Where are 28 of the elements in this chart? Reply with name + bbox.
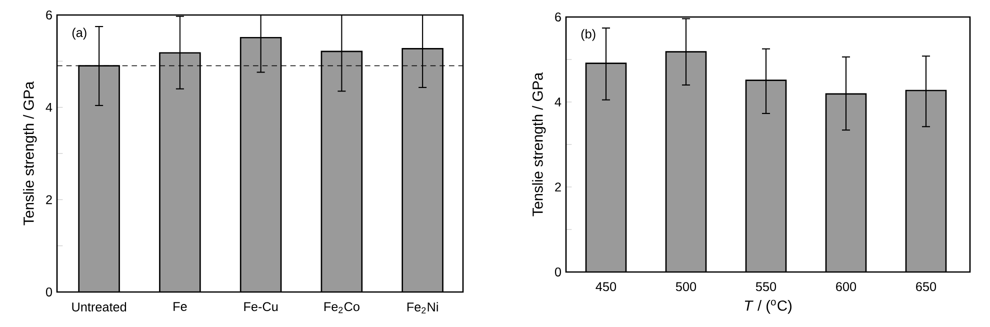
x-tick-label: Fe <box>174 302 187 312</box>
y-axis-title: Tenslie strength / GPa <box>532 72 546 216</box>
y-tick-label: 2 <box>46 195 52 204</box>
x-tick-label: Untreated <box>72 302 126 312</box>
x-tick-label: Fe$_{2}$Ni <box>407 302 438 314</box>
annotation: (b) <box>581 29 596 41</box>
x-axis-title: T / ($^{o}$C) <box>744 300 792 314</box>
x-tick-label: 600 <box>836 282 856 292</box>
bar <box>905 90 947 272</box>
x-tick-label: 550 <box>756 282 776 292</box>
y-tick-label: 0 <box>46 288 52 296</box>
annotation: (a) <box>72 28 86 40</box>
y-tick-label: 4 <box>46 102 52 112</box>
y-tick-label: 6 <box>555 12 561 22</box>
bar <box>665 51 707 272</box>
x-tick-label: 650 <box>916 282 936 292</box>
y-tick-label: 6 <box>46 10 52 20</box>
bar <box>585 62 627 272</box>
x-tick-label: 450 <box>596 282 616 292</box>
y-tick-label: 4 <box>554 98 562 106</box>
y-axis-title: Tenslie strength / GPa <box>23 81 37 226</box>
y-tick-label: 0 <box>554 268 562 276</box>
x-tick-label: 500 <box>676 282 696 292</box>
bar <box>825 93 867 272</box>
y-tick-label: 2 <box>555 182 561 192</box>
x-tick-label: Fe$_{2}$Co <box>324 302 360 314</box>
bar <box>745 80 787 272</box>
x-tick-label: Fe-Cu <box>244 302 278 312</box>
